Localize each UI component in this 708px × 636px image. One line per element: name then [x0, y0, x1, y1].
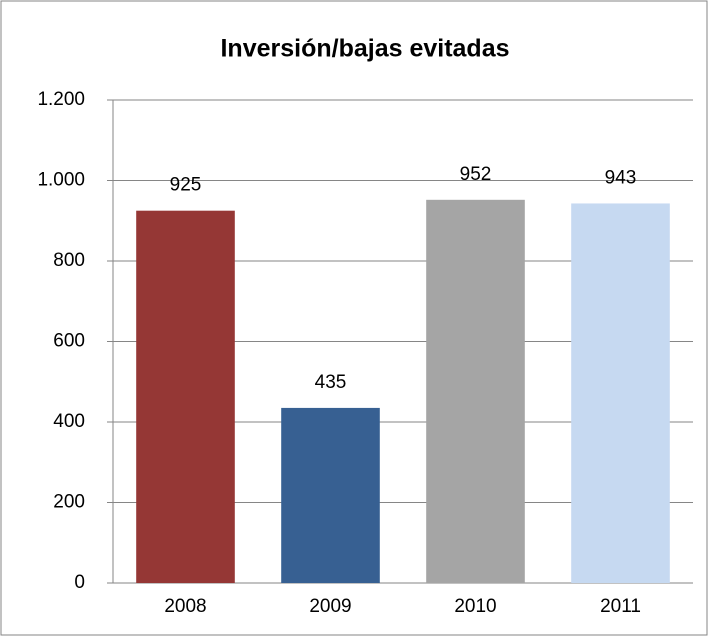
- y-tick-label: 0: [74, 572, 85, 593]
- bar: [571, 203, 670, 583]
- data-label: 943: [605, 167, 637, 188]
- y-tick-label: 600: [53, 331, 85, 352]
- bar: [426, 199, 525, 583]
- y-tick-label: 1.200: [37, 89, 85, 110]
- y-tick-label: 800: [53, 250, 85, 271]
- x-tick-label: 2010: [454, 596, 496, 617]
- data-label: 435: [315, 372, 347, 393]
- data-label: 952: [460, 164, 492, 185]
- y-tick-label: 200: [53, 492, 85, 513]
- bar: [281, 407, 380, 583]
- y-tick-label: 1.000: [37, 170, 85, 191]
- y-tick-label: 400: [53, 411, 85, 432]
- x-tick-label: 2009: [309, 596, 351, 617]
- chart-title: Inversión/bajas evitadas: [220, 35, 509, 63]
- x-tick-label: 2011: [600, 596, 641, 617]
- x-tick-label: 2008: [164, 596, 206, 617]
- data-label: 925: [170, 175, 202, 196]
- bar: [136, 210, 235, 583]
